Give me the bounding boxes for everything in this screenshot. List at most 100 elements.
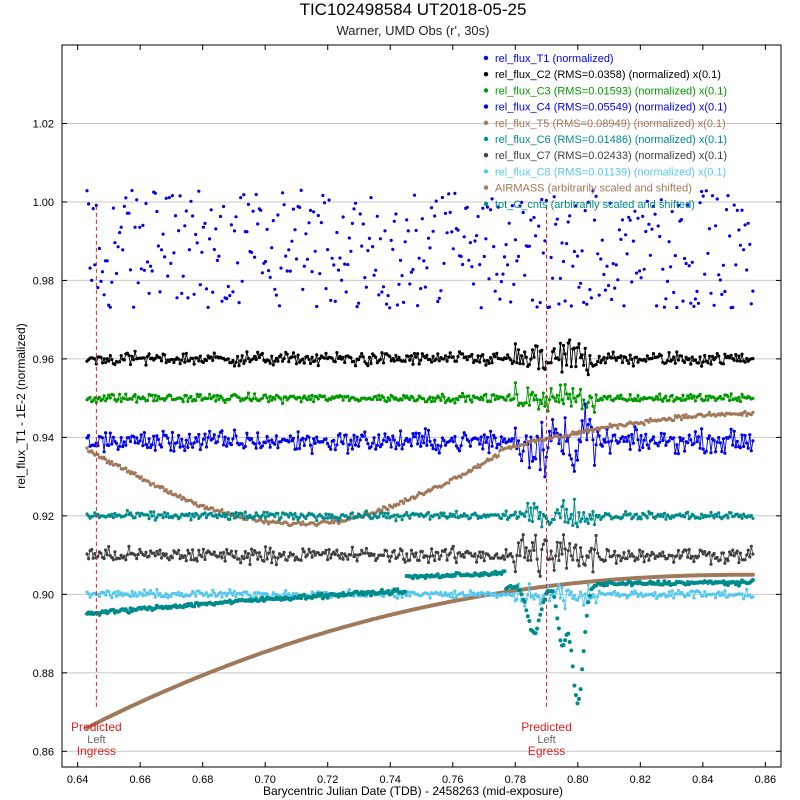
- data-point: [313, 515, 317, 519]
- data-point: [514, 584, 519, 589]
- data-point: [586, 400, 590, 405]
- data-point: [149, 445, 153, 450]
- data-point: [597, 354, 601, 358]
- data-point: [367, 355, 372, 359]
- data-point: [374, 447, 378, 451]
- data-point: [610, 439, 614, 443]
- data-point: [310, 451, 314, 456]
- data-point: [336, 554, 341, 558]
- data-point: [538, 602, 542, 606]
- legend-marker: [483, 153, 489, 158]
- data-point: [656, 579, 661, 584]
- data-point: [440, 436, 444, 440]
- x-tick-label: 0.84: [692, 774, 713, 786]
- data-point: [673, 361, 677, 365]
- data-point: [361, 515, 365, 519]
- data-point: [189, 592, 193, 597]
- data-point: [209, 593, 213, 598]
- data-point: [566, 341, 570, 345]
- data-point: [580, 419, 584, 423]
- data-point: [447, 515, 451, 519]
- data-point: [456, 228, 460, 232]
- data-point: [273, 359, 277, 363]
- data-point: [461, 590, 465, 594]
- y-tick-label: 0.96: [33, 354, 54, 366]
- data-point: [305, 513, 309, 518]
- data-point: [563, 638, 568, 643]
- data-point: [119, 400, 123, 404]
- data-point: [639, 554, 643, 558]
- data-point: [267, 551, 271, 555]
- data-point: [639, 591, 643, 595]
- data-point: [218, 590, 223, 594]
- data-point: [665, 279, 670, 283]
- data-point: [366, 551, 370, 555]
- data-point: [561, 599, 566, 603]
- data-point: [558, 516, 563, 520]
- data-point: [121, 248, 125, 252]
- legend-marker: [483, 88, 489, 93]
- annotation-text: Ingress: [77, 744, 116, 758]
- data-point: [271, 219, 275, 223]
- data-point: [450, 591, 454, 595]
- data-point: [681, 299, 685, 303]
- data-point: [516, 254, 521, 258]
- y-tick-label: 1.02: [33, 118, 54, 130]
- data-point: [622, 439, 626, 444]
- data-point: [147, 480, 151, 484]
- data-point: [588, 549, 592, 554]
- data-point: [282, 550, 286, 554]
- data-point: [400, 499, 404, 503]
- data-point: [670, 210, 674, 214]
- data-point: [447, 355, 451, 359]
- data-point: [381, 285, 386, 289]
- data-point: [425, 554, 429, 558]
- data-point: [521, 533, 525, 537]
- data-point: [547, 398, 552, 402]
- data-point: [592, 463, 597, 467]
- data-point: [284, 254, 288, 258]
- annotation-text: Egress: [528, 744, 565, 758]
- data-point: [751, 516, 755, 521]
- data-point: [364, 509, 368, 513]
- data-point: [150, 393, 154, 397]
- data-point: [398, 429, 403, 433]
- data-point: [263, 545, 268, 549]
- data-point: [566, 397, 570, 401]
- data-point: [630, 590, 634, 594]
- data-point: [586, 583, 590, 587]
- series-8: [85, 582, 755, 611]
- data-point: [360, 548, 364, 552]
- data-point: [347, 515, 351, 520]
- data-point: [372, 512, 376, 516]
- data-point: [709, 451, 713, 455]
- data-point: [201, 437, 205, 441]
- data-point: [611, 262, 615, 266]
- data-point: [135, 557, 139, 561]
- data-point: [501, 554, 505, 558]
- data-point: [530, 519, 535, 524]
- data-point: [568, 517, 572, 521]
- data-point: [735, 398, 739, 402]
- data-point: [481, 550, 485, 554]
- ticks: 0.860.880.900.920.940.960.981.001.020.64…: [33, 45, 781, 786]
- data-point: [107, 590, 111, 594]
- data-point: [166, 436, 170, 440]
- data-point: [453, 515, 457, 519]
- data-point: [675, 443, 679, 447]
- data-point: [603, 288, 608, 292]
- data-point: [622, 551, 626, 555]
- data-point: [211, 552, 215, 556]
- data-point: [698, 392, 702, 396]
- data-point: [183, 448, 187, 453]
- data-point: [468, 551, 472, 555]
- data-point: [245, 350, 249, 354]
- x-tick-label: 0.66: [129, 774, 150, 786]
- data-point: [177, 590, 181, 594]
- data-point: [436, 443, 440, 447]
- data-point: [169, 595, 173, 599]
- data-point: [277, 304, 282, 308]
- data-point: [489, 208, 493, 212]
- data-point: [156, 244, 160, 248]
- data-point: [482, 559, 486, 563]
